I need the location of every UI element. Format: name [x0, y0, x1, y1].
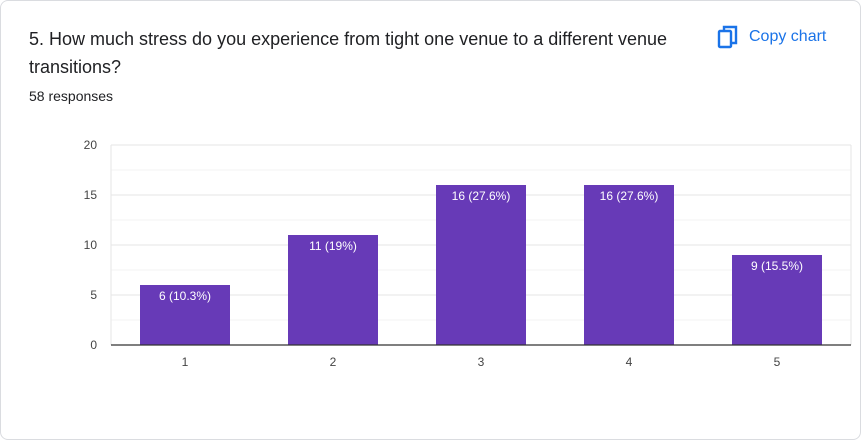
x-tick-label: 2: [330, 355, 337, 369]
bar[interactable]: [288, 235, 378, 345]
bar[interactable]: [584, 185, 674, 345]
bar[interactable]: [732, 255, 822, 345]
data-label: 9 (15.5%): [751, 259, 803, 273]
y-tick-label: 15: [84, 188, 98, 202]
copy-chart-button[interactable]: Copy chart: [709, 21, 834, 53]
question-title: 5. How much stress do you experience fro…: [29, 29, 668, 77]
data-label: 11 (19%): [309, 239, 357, 253]
x-tick-label: 4: [626, 355, 633, 369]
copy-icon: [717, 25, 739, 49]
y-tick-label: 0: [90, 338, 97, 352]
y-tick-label: 10: [84, 238, 98, 252]
y-tick-label: 20: [84, 138, 98, 152]
data-label: 16 (27.6%): [600, 189, 659, 203]
x-tick-label: 3: [478, 355, 485, 369]
y-tick-label: 5: [90, 288, 97, 302]
bar[interactable]: [140, 285, 230, 345]
data-label: 16 (27.6%): [452, 189, 511, 203]
bar[interactable]: [436, 185, 526, 345]
copy-chart-label: Copy chart: [749, 28, 827, 45]
response-count: 58 responses: [29, 88, 114, 104]
x-tick-label: 5: [774, 355, 781, 369]
x-tick-label: 1: [182, 355, 189, 369]
bar-chart: 0 5 10 15 20 6 (10.3%) 1 11 (19%) 2 16 (27.6%) 3 16…: [84, 138, 852, 369]
data-label: 6 (10.3%): [159, 289, 211, 303]
